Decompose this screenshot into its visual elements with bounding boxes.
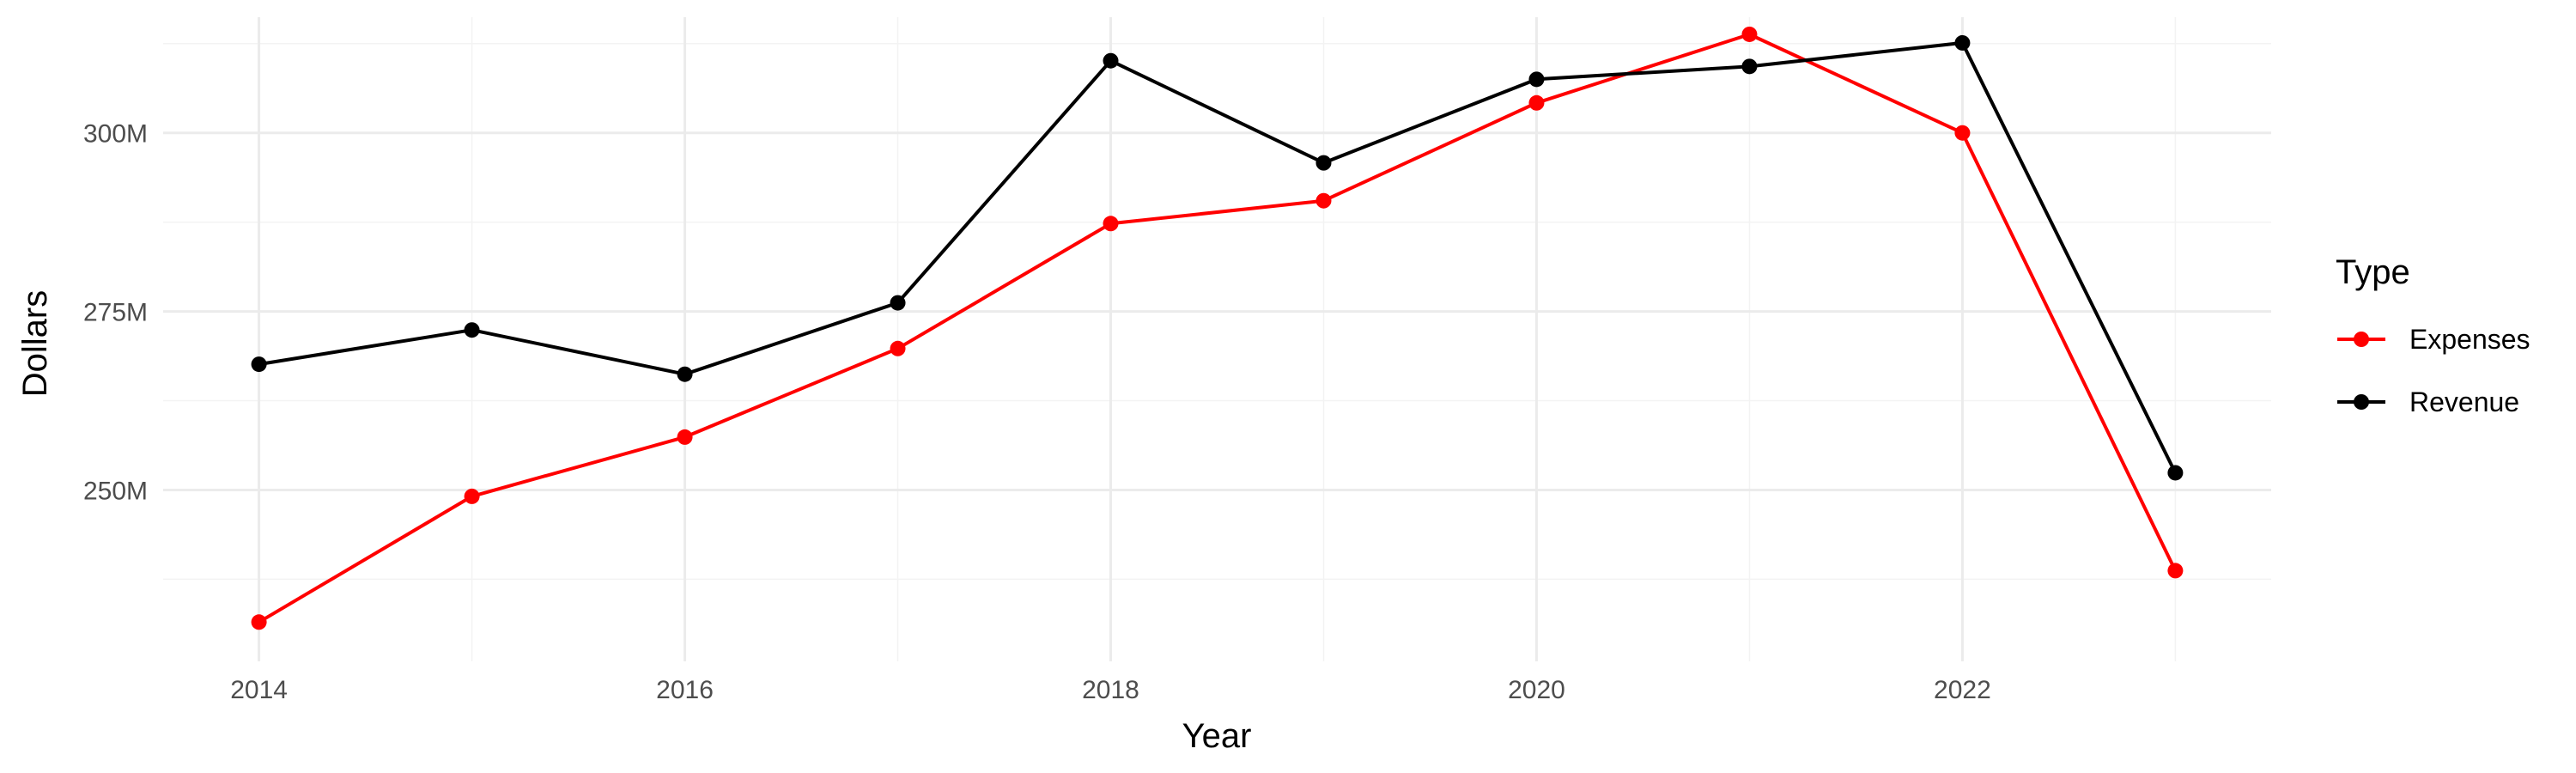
legend-item-revenue: Revenue <box>2337 386 2519 417</box>
legend-items: Expenses Revenue <box>2337 324 2530 417</box>
y-tick-labels: 250M 275M 300M <box>83 120 148 506</box>
data-point-revenue <box>1315 155 1332 171</box>
x-tick-label: 2016 <box>656 676 714 704</box>
data-point-expenses <box>1528 94 1545 111</box>
legend-label: Expenses <box>2409 324 2530 355</box>
minor-gridlines-y <box>163 43 2271 581</box>
data-point-revenue <box>1103 52 1119 69</box>
data-point-expenses <box>1954 125 1971 141</box>
series-expenses <box>251 26 2184 630</box>
y-tick-label: 300M <box>83 120 148 149</box>
legend-item-expenses: Expenses <box>2337 324 2530 355</box>
series-layer <box>251 26 2184 630</box>
series-revenue <box>251 34 2184 481</box>
legend-key-point <box>2354 332 2369 347</box>
x-axis-title: Year <box>1182 717 1252 755</box>
x-tick-label: 2018 <box>1082 676 1139 704</box>
y-tick-label: 275M <box>83 299 148 327</box>
x-tick-label: 2014 <box>230 676 288 704</box>
data-point-expenses <box>1315 192 1332 209</box>
data-point-revenue <box>251 356 267 373</box>
major-gridlines-x <box>258 17 1964 661</box>
series-line-revenue <box>258 40 2178 474</box>
data-point-expenses <box>890 340 906 356</box>
data-point-revenue <box>1954 34 1971 51</box>
data-point-expenses <box>464 488 480 504</box>
data-point-revenue <box>890 295 906 311</box>
series-line-expenses <box>258 33 2178 624</box>
data-point-revenue <box>1741 58 1758 75</box>
legend-key-point <box>2354 394 2369 410</box>
minor-gridlines-x <box>471 17 2177 661</box>
major-gridlines-y <box>163 131 2271 491</box>
data-point-revenue <box>464 322 480 338</box>
x-tick-label: 2022 <box>1934 676 1991 704</box>
data-point-expenses <box>677 429 693 445</box>
data-point-expenses <box>2167 563 2184 579</box>
legend: Type Expenses Revenue <box>2336 253 2530 417</box>
y-tick-label: 250M <box>83 477 148 505</box>
x-tick-labels: 2014 2016 2018 2020 2022 <box>230 676 1991 704</box>
x-tick-label: 2020 <box>1508 676 1565 704</box>
data-point-expenses <box>251 614 267 630</box>
data-point-expenses <box>1103 216 1119 232</box>
data-point-revenue <box>1528 71 1545 88</box>
legend-label: Revenue <box>2409 386 2519 417</box>
data-point-revenue <box>677 366 693 382</box>
y-axis-title: Dollars <box>16 290 54 397</box>
data-point-revenue <box>2167 465 2184 481</box>
data-point-expenses <box>1741 26 1758 42</box>
legend-title: Type <box>2336 253 2410 291</box>
